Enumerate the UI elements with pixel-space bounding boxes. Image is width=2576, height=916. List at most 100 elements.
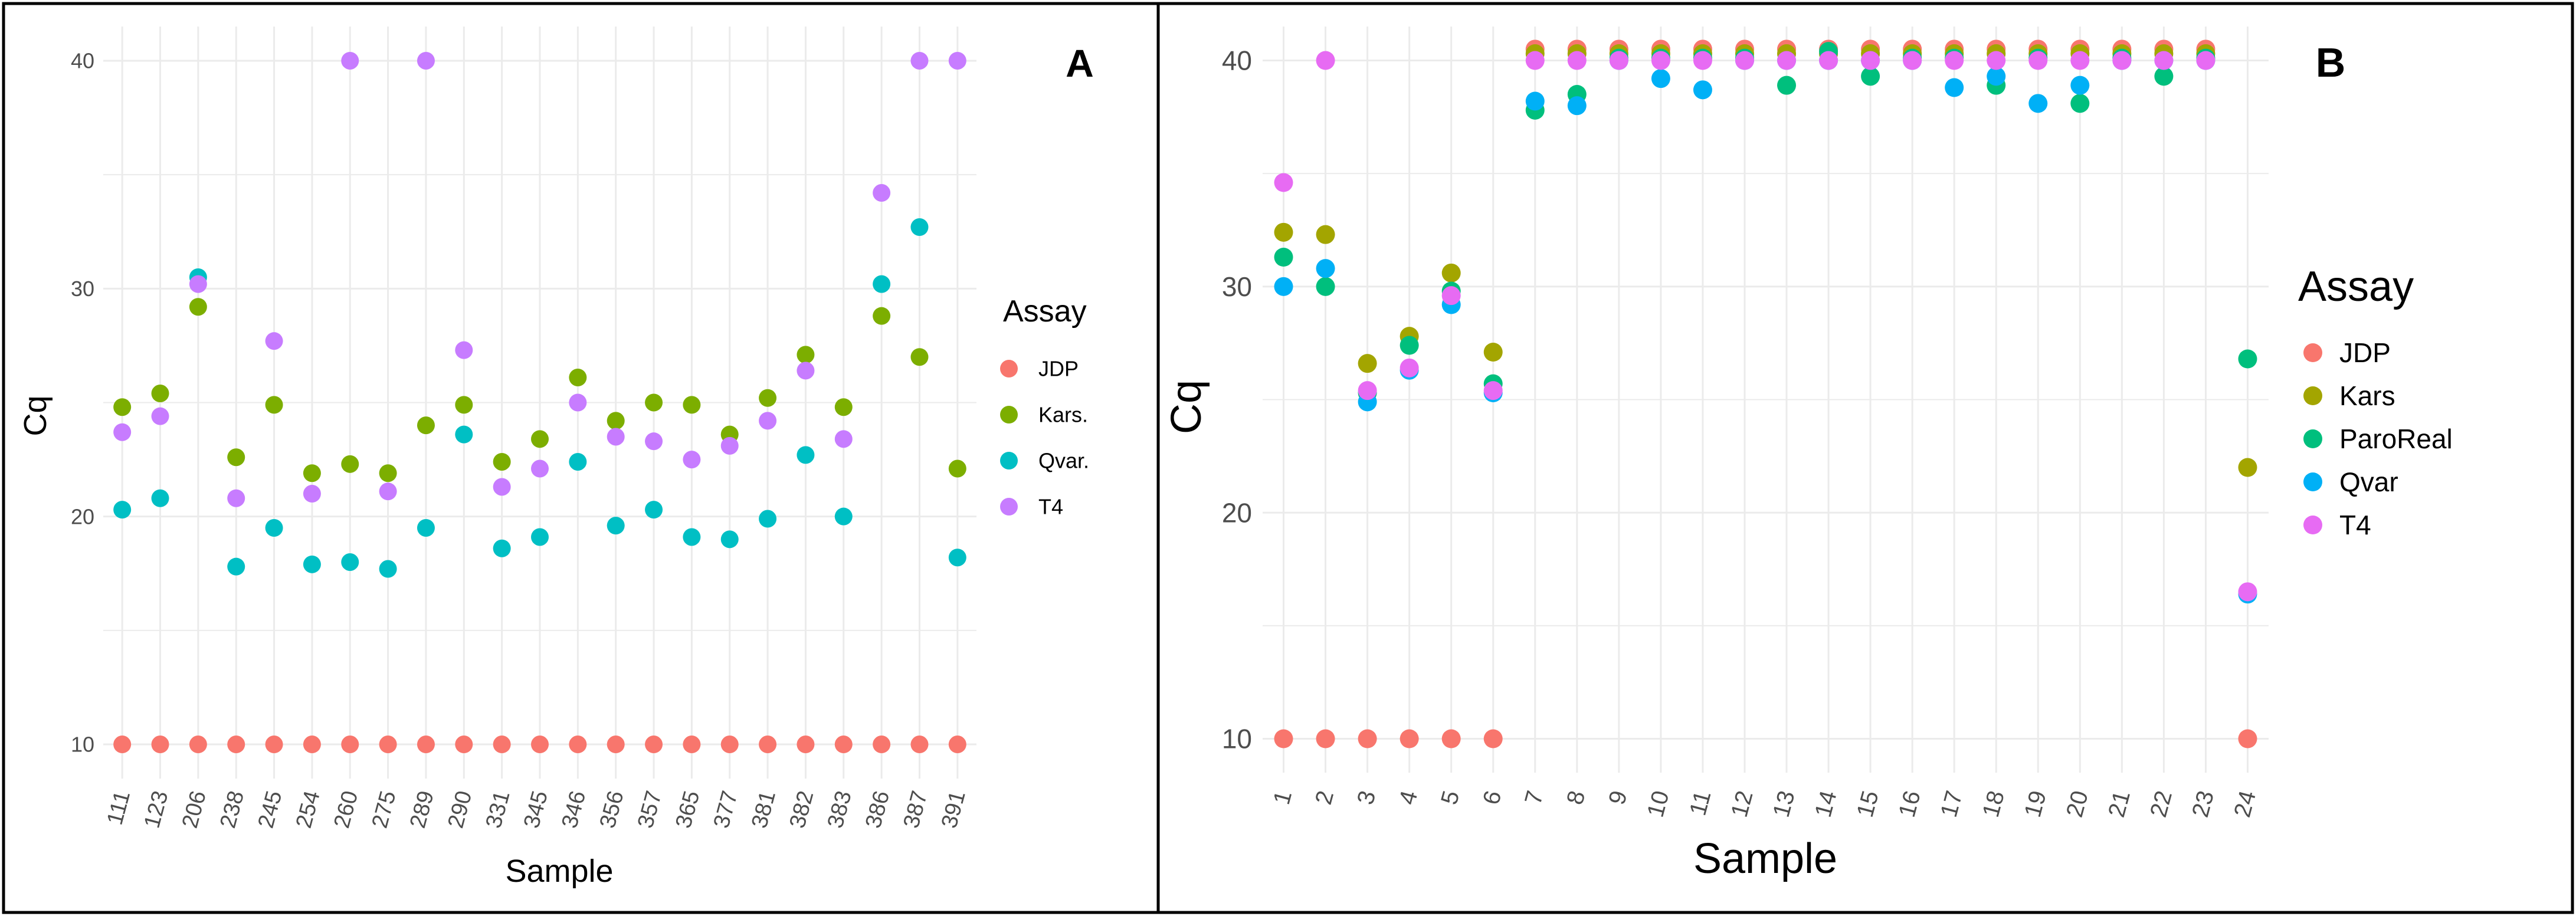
panel-a-point-qvar — [417, 519, 435, 537]
panel-a-point-kars — [531, 430, 549, 448]
panel-a-point-t4 — [493, 478, 511, 496]
panel-a-point-kars — [910, 348, 929, 366]
panel-a-point-jdp — [303, 736, 321, 754]
panel-b-point-t4 — [2112, 51, 2132, 70]
panel-a-y-tick-label: 10 — [71, 733, 94, 757]
panel-a-point-kars — [341, 455, 359, 473]
panel-a-point-kars — [873, 307, 891, 325]
panel-a-point-qvar — [341, 553, 359, 571]
panel-b-legend-items: JDP Kars ParoReal Qvar T4 — [2303, 337, 2453, 540]
panel-b-point-kars — [2238, 458, 2257, 477]
panel-a-point-jdp — [379, 736, 397, 754]
panel-a-point-kars — [265, 396, 283, 414]
panel-b-point-paroreal — [1777, 75, 1797, 95]
panel-a-point-kars — [151, 385, 169, 403]
panel-b-point-kars — [1316, 225, 1335, 244]
panel-a-point-qvar — [948, 549, 966, 567]
panel-b-point-paroreal — [1274, 248, 1293, 267]
panel-b-point-qvar — [1525, 91, 1545, 111]
panel-a-point-t4 — [531, 459, 549, 478]
panel-b-point-qvar — [1651, 69, 1670, 88]
panel-a-point-t4 — [720, 436, 739, 455]
panel-a-point-t4 — [873, 184, 891, 202]
panel-a-point-qvar — [493, 539, 511, 557]
panel-a-point-qvar — [607, 517, 625, 535]
panel-a-point-t4 — [948, 51, 966, 70]
panel-b-point-t4 — [2028, 51, 2048, 70]
panel-a-point-jdp — [455, 736, 473, 754]
panel-a-point-kars — [645, 393, 663, 412]
panel-a-legend-label: Kars. — [1038, 403, 1088, 427]
panel-a-point-kars — [227, 448, 245, 467]
panel-a-point-jdp — [607, 736, 625, 754]
panel-a-point-t4 — [265, 332, 283, 350]
panel-b-point-jdp — [2238, 729, 2257, 748]
panel-b-point-qvar — [1693, 80, 1712, 100]
panel-a-point-kars — [683, 396, 701, 414]
panel-b-point-t4 — [1987, 51, 2006, 70]
panel-a-point-jdp — [341, 736, 359, 754]
panel-a-point-qvar — [910, 218, 929, 236]
panel-b-point-t4 — [1525, 51, 1545, 70]
panel-b-point-kars — [1358, 354, 1377, 373]
panel-a-point-qvar — [759, 510, 777, 528]
panel-b-y-ticks: 10 20 30 40 — [1222, 45, 1252, 754]
panel-b-y-tick-label: 10 — [1222, 724, 1252, 754]
panel-b-point-qvar — [1274, 277, 1293, 296]
panel-a-y-axis-title: Cq — [18, 395, 53, 436]
panel-a-point-t4 — [227, 489, 245, 507]
panel-b-point-t4 — [1609, 51, 1628, 70]
panel-b-point-t4 — [2196, 51, 2216, 70]
panel-b-y-tick-label: 20 — [1222, 497, 1252, 528]
panel-a-point-t4 — [113, 423, 132, 441]
panel-a-point-t4 — [834, 430, 853, 448]
panel-b-point-jdp — [1274, 729, 1293, 748]
panel-a-point-kars — [493, 452, 511, 471]
panel-a-point-qvar — [265, 519, 283, 537]
panel-b-point-kars — [1274, 222, 1293, 242]
panel-a-point-jdp — [227, 736, 245, 754]
panel-b-point-paroreal — [2070, 94, 2090, 113]
panel-a-point-jdp — [493, 736, 511, 754]
panel-a-point-jdp — [113, 736, 132, 754]
panel-a-point-jdp — [531, 736, 549, 754]
panel-b-point-jdp — [1358, 729, 1377, 748]
panel-a-point-kars — [834, 398, 853, 416]
panel-a-point-jdp — [683, 736, 701, 754]
panel-b-y-axis-title: Cq — [1163, 380, 1210, 434]
panel-a-point-t4 — [303, 485, 321, 503]
panel-a-point-t4 — [645, 432, 663, 451]
panel-a-point-jdp — [910, 736, 929, 754]
panel-a-legend-items: JDP Kars. Qvar. T4 — [1000, 357, 1089, 519]
panel-b-legend-key — [2303, 516, 2322, 534]
panel-a-point-t4 — [379, 482, 397, 501]
panel-a-y-ticks: 10 20 30 40 — [71, 49, 94, 757]
panel-b-point-paroreal — [1316, 277, 1335, 296]
panel-a-legend-key — [1000, 406, 1018, 423]
panel-b-point-qvar — [1987, 67, 2006, 86]
panel-b-point-qvar — [2028, 94, 2048, 113]
panel-a-legend: Assay JDP Kars. Qvar. T4 — [1000, 294, 1089, 519]
panel-a-legend-label: JDP — [1038, 357, 1079, 381]
panel-a-point-jdp — [834, 736, 853, 754]
panel-b-point-jdp — [1483, 729, 1503, 748]
panel-a-point-t4 — [151, 407, 169, 425]
panel-a-point-jdp — [645, 736, 663, 754]
panel-b-legend-key — [2303, 386, 2322, 405]
panel-a-point-qvar — [113, 501, 132, 519]
panel-a-point-kars — [113, 398, 132, 416]
panel-a-point-qvar — [797, 446, 815, 464]
panel-a-point-t4 — [341, 51, 359, 70]
panel-a-y-tick-label: 30 — [71, 277, 94, 301]
panel-a-point-t4 — [607, 428, 625, 446]
panel-b-point-t4 — [1567, 51, 1587, 70]
panel-b-point-jdp — [1400, 729, 1419, 748]
panel-b-point-t4 — [1945, 51, 1964, 70]
panel-b-point-t4 — [2154, 51, 2174, 70]
panel-a-legend-key — [1000, 452, 1018, 470]
panel-b-points — [1274, 40, 2257, 748]
panel-b-legend-title: Assay — [2298, 263, 2414, 310]
panel-a-point-qvar — [873, 275, 891, 293]
panel-a-point-kars — [569, 369, 587, 386]
panel-b-point-paroreal — [1861, 67, 1880, 86]
